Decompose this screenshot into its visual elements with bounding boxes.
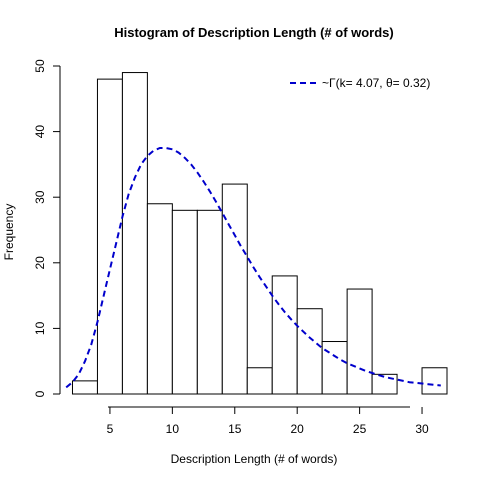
- histogram-bar-5: [196, 209, 223, 395]
- chart-title: Histogram of Description Length (# of wo…: [114, 25, 394, 40]
- gamma-curve-line: [65, 147, 441, 389]
- y-tick-label-30: 30: [33, 190, 47, 204]
- y-tick-label-50: 50: [33, 59, 47, 73]
- histogram-bar-3: [146, 203, 173, 395]
- histogram-bar-6: [221, 183, 248, 395]
- y-tick-label-0: 0: [33, 390, 47, 397]
- histogram-bar-7: [246, 367, 273, 395]
- x-axis-label: Description Length (# of words): [171, 452, 338, 466]
- x-tick-label-20: 20: [291, 422, 305, 436]
- y-axis-ticks: 0 10 20 30 40 50: [33, 59, 60, 397]
- legend: ~Γ(k= 4.07, θ= 0.32): [290, 76, 430, 90]
- histogram-bar-0: [71, 380, 98, 395]
- y-axis-label: Frequency: [2, 204, 16, 261]
- histogram-bar-14: [421, 367, 448, 395]
- histogram-bars: [71, 72, 448, 395]
- x-axis-ticks: 5 10 15 20 25 30: [107, 407, 429, 436]
- histogram-bar-8: [271, 275, 298, 395]
- histogram-bar-12: [371, 373, 398, 395]
- x-tick-label-15: 15: [228, 422, 242, 436]
- histogram-bar-4: [171, 209, 198, 395]
- histogram-bar-2: [121, 72, 148, 395]
- histogram-bar-11: [346, 288, 373, 395]
- legend-label: ~Γ(k= 4.07, θ= 0.32): [322, 76, 430, 90]
- x-tick-label-30: 30: [415, 422, 429, 436]
- y-tick-label-20: 20: [33, 256, 47, 270]
- gamma-curve: [65, 147, 441, 389]
- x-tick-label-5: 5: [107, 422, 114, 436]
- x-tick-label-25: 25: [353, 422, 367, 436]
- y-tick-label-10: 10: [33, 321, 47, 335]
- histogram-bar-9: [296, 308, 323, 395]
- y-tick-label-40: 40: [33, 125, 47, 139]
- x-tick-label-10: 10: [166, 422, 180, 436]
